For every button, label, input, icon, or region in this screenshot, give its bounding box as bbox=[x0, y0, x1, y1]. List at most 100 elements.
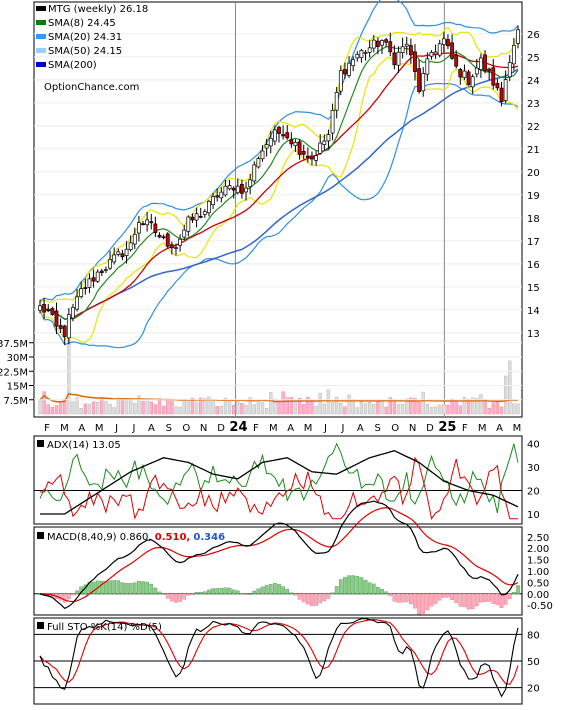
macd-histogram-bar bbox=[400, 593, 405, 603]
macd-histogram-bar bbox=[219, 588, 224, 594]
macd-histogram-bar bbox=[314, 593, 318, 606]
volume-bar bbox=[252, 404, 256, 415]
volume-bar bbox=[236, 401, 240, 415]
volume-bar bbox=[483, 399, 487, 415]
macd-histogram-bar bbox=[446, 593, 450, 598]
macd-histogram-bar bbox=[240, 593, 244, 595]
volume-bar bbox=[454, 400, 458, 415]
x-axis-label: M bbox=[513, 423, 522, 434]
volume-bar bbox=[516, 403, 520, 415]
macd-histogram-bar bbox=[491, 593, 496, 604]
candle-body bbox=[384, 39, 389, 43]
macd-histogram-bar bbox=[264, 585, 269, 594]
panel-y-tick-label: 0.50 bbox=[527, 578, 549, 589]
volume-bar bbox=[79, 407, 83, 415]
x-axis-label: S bbox=[166, 423, 172, 434]
volume-bar bbox=[470, 397, 475, 415]
macd-histogram-bar bbox=[351, 575, 356, 594]
candle-body bbox=[66, 314, 71, 339]
x-axis-label: J bbox=[340, 423, 344, 434]
candle-body bbox=[293, 141, 298, 146]
candle-body bbox=[289, 139, 294, 145]
candle-body bbox=[99, 270, 104, 273]
candle-body bbox=[62, 325, 67, 337]
candle-body bbox=[219, 191, 224, 199]
candle-body bbox=[141, 223, 145, 226]
volume-y-tick-label: 30M bbox=[7, 353, 28, 364]
volume-bar bbox=[363, 403, 368, 415]
candle-body bbox=[124, 248, 129, 256]
volume-bar bbox=[108, 403, 112, 415]
candle-body bbox=[363, 52, 368, 54]
candle-body bbox=[301, 150, 306, 155]
candle-body bbox=[491, 67, 496, 86]
price-panel-frame bbox=[33, 1, 523, 418]
volume-bar bbox=[166, 398, 170, 415]
volume-bar bbox=[396, 404, 401, 415]
volume-bar bbox=[273, 398, 277, 415]
candle-body bbox=[272, 129, 277, 142]
macd-histogram-bar bbox=[450, 593, 454, 600]
macd-histogram-bar bbox=[137, 580, 141, 594]
price-y-tick-label: 18 bbox=[527, 214, 540, 225]
volume-bar bbox=[330, 402, 335, 415]
candle-body bbox=[338, 70, 343, 92]
panel-y-tick-label: 0.00 bbox=[527, 590, 549, 601]
panel-y-tick-label: 20 bbox=[527, 684, 540, 695]
candle-body bbox=[425, 58, 430, 75]
volume-bar bbox=[429, 407, 434, 415]
volume-bar bbox=[466, 398, 471, 415]
price-y-tick-label: 16 bbox=[527, 260, 540, 271]
macd-histogram-bar bbox=[252, 590, 257, 594]
candle-body bbox=[128, 242, 133, 250]
candlesticks bbox=[38, 25, 520, 345]
macd-histogram-bar bbox=[116, 580, 121, 594]
volume-bar bbox=[384, 406, 388, 415]
candle-body bbox=[112, 254, 117, 263]
macd-histogram-bar bbox=[367, 582, 372, 594]
candle-body bbox=[343, 69, 347, 75]
candle-body bbox=[310, 155, 314, 160]
volume-bar bbox=[508, 360, 512, 415]
macd-histogram-bar bbox=[388, 593, 393, 596]
macd-histogram-bar bbox=[330, 592, 335, 594]
candle-body bbox=[194, 213, 199, 221]
volume-bar bbox=[83, 403, 88, 415]
macd-histogram-bar bbox=[104, 581, 108, 594]
candle-body bbox=[248, 179, 253, 188]
macd-swatch bbox=[37, 532, 44, 539]
macd-histogram-bar bbox=[347, 575, 351, 594]
legend-item-label: SMA(200) bbox=[48, 60, 97, 71]
candle-body bbox=[371, 39, 376, 49]
macd-histogram-bar bbox=[124, 583, 129, 594]
macd-histogram-bar bbox=[433, 593, 438, 604]
macd-histogram-bar bbox=[474, 593, 479, 607]
candle-body bbox=[503, 79, 508, 101]
volume-bar bbox=[100, 398, 104, 415]
macd-histogram-bar bbox=[512, 591, 516, 594]
macd-histogram-bar bbox=[376, 586, 380, 594]
candle-body bbox=[487, 68, 492, 72]
candle-body bbox=[285, 132, 290, 139]
macd-histogram-bar bbox=[285, 589, 290, 594]
candle-body bbox=[256, 158, 261, 168]
candle-body bbox=[153, 223, 158, 233]
candle-body bbox=[388, 41, 393, 53]
sto-lines bbox=[39, 618, 519, 698]
panel-y-tick-label: 40 bbox=[527, 440, 540, 451]
volume-bar bbox=[306, 397, 310, 415]
macd-histogram-bar bbox=[318, 593, 323, 604]
macd-histogram-bar bbox=[71, 593, 75, 596]
macd-histogram-bar bbox=[425, 593, 430, 611]
x-axis-label: A bbox=[78, 423, 85, 434]
candle-body bbox=[186, 216, 191, 232]
candle-body bbox=[441, 38, 446, 45]
volume-bar bbox=[281, 391, 285, 415]
volume-average-line bbox=[39, 392, 519, 403]
macd-histogram-bar bbox=[198, 592, 203, 594]
candle-body bbox=[421, 73, 426, 92]
volume-bar bbox=[343, 406, 347, 415]
x-axis-label: F bbox=[253, 423, 259, 434]
macd-histogram-bar bbox=[429, 593, 434, 607]
bollinger-lower-line bbox=[39, 82, 519, 349]
